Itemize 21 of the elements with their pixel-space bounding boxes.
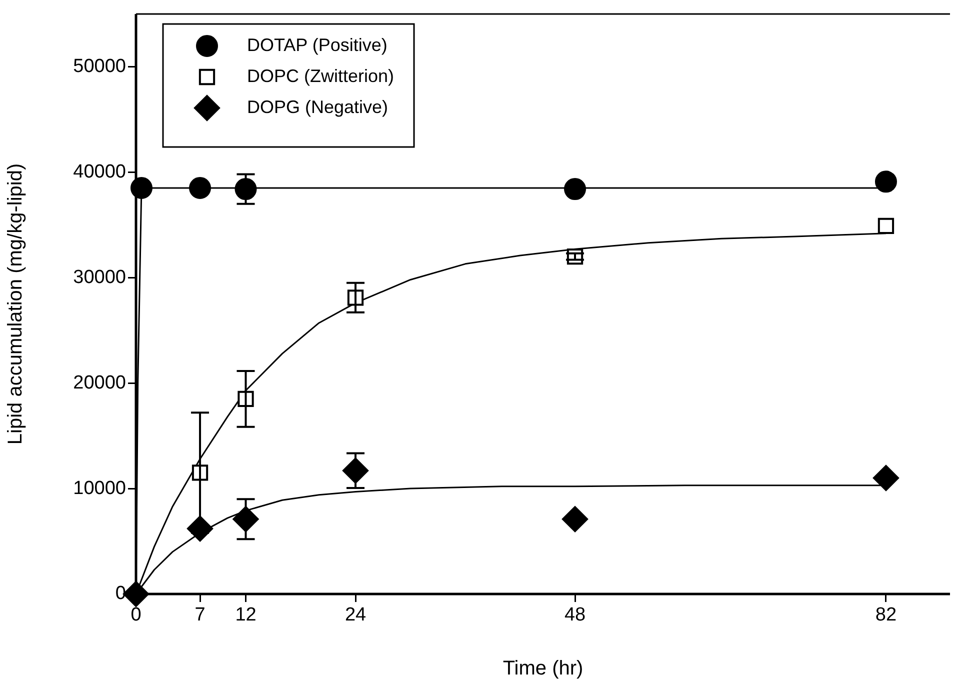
point xyxy=(872,465,899,491)
y-tick-label: 10000 xyxy=(73,478,126,499)
y-tick-label: 40000 xyxy=(73,161,126,182)
x-tick-label: 24 xyxy=(344,604,366,626)
legend-label: DOTAP (Positive) xyxy=(247,34,388,55)
y-tick-label: 50000 xyxy=(73,56,126,77)
y-tick-label: 20000 xyxy=(73,372,126,394)
point xyxy=(874,170,897,193)
point xyxy=(564,178,586,200)
x-axis-title: Time (hr) xyxy=(502,658,584,680)
x-tick-label: 7 xyxy=(194,604,206,626)
x-tick-label: 0 xyxy=(130,604,142,626)
y-tick-label: 30000 xyxy=(73,266,126,288)
legend-label: DOPG (Negative) xyxy=(247,96,388,117)
y-axis-title: Lipid accumulation (mg/kg-lipid) xyxy=(4,163,27,445)
x-tick-label: 12 xyxy=(235,604,256,626)
x-tick-label: 82 xyxy=(875,604,897,626)
point xyxy=(878,218,894,234)
point xyxy=(562,506,588,532)
legend-label: DOPC (Zwitterion) xyxy=(247,66,394,86)
x-tick-label: 48 xyxy=(564,604,586,626)
